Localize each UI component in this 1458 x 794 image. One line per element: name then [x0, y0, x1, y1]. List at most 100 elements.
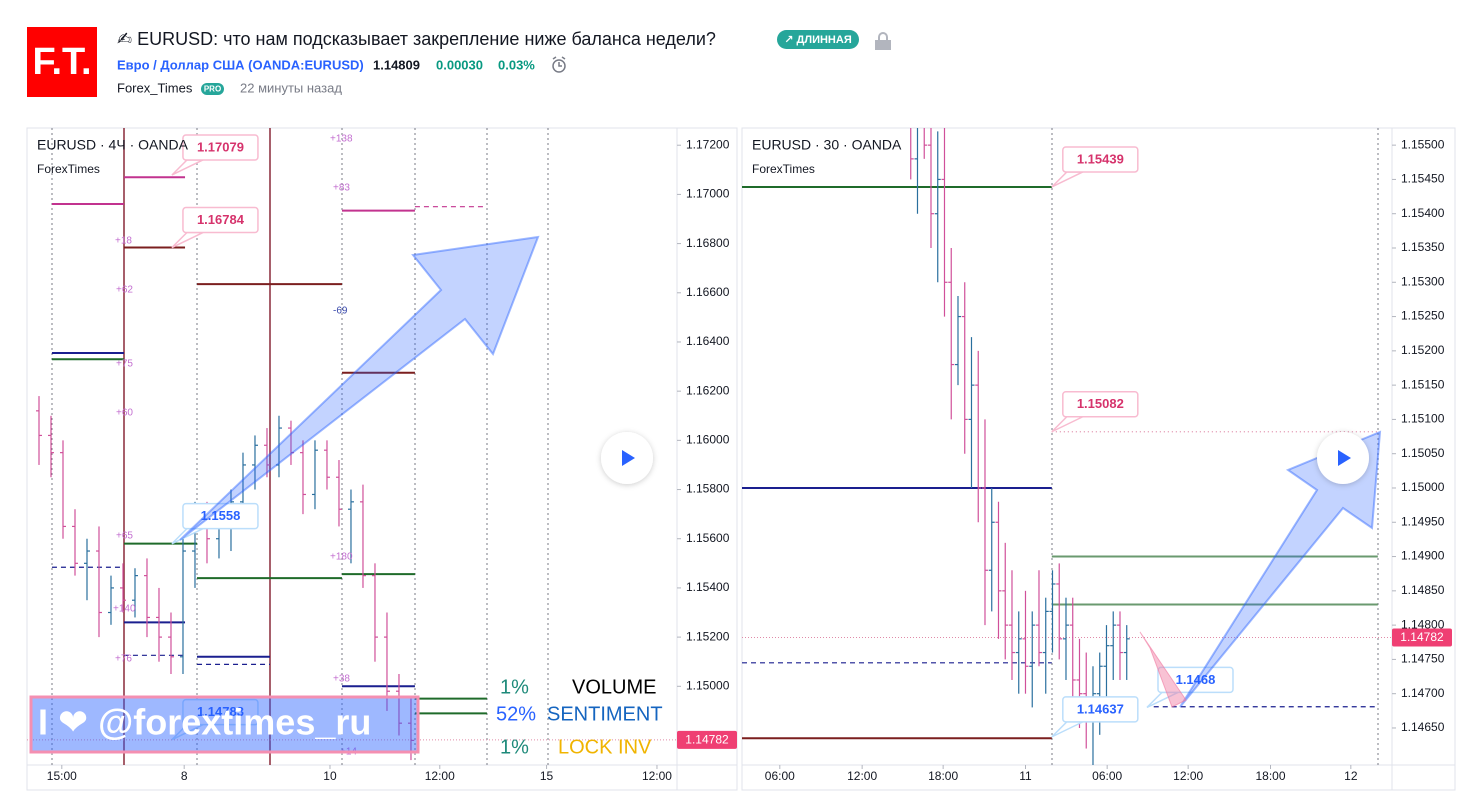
change: 0.00030 [436, 57, 483, 72]
y-tick-label: 1.14800 [1401, 617, 1445, 631]
y-tick-label: 1.15450 [1401, 172, 1445, 186]
y-tick-label: 1.16600 [686, 285, 730, 299]
lock-icon [875, 32, 891, 50]
price-label: 1.16784 [197, 212, 245, 227]
price-label: 1.15439 [1077, 151, 1124, 166]
logo-box[interactable] [27, 27, 97, 97]
y-tick-label: 1.15200 [686, 629, 730, 643]
y-tick-label: 1.14700 [1401, 686, 1445, 700]
last-price-tag [677, 730, 737, 749]
x-tick-label: 18:00 [928, 769, 958, 783]
x-tick-label: 12:00 [642, 769, 672, 783]
y-tick-label: 1.15800 [686, 482, 730, 496]
badge-bg [777, 30, 859, 49]
x-tick-label: 8 [181, 769, 188, 783]
chart-subtitle: ForexTimes [37, 162, 100, 176]
pro-badge-bg [201, 83, 224, 95]
level-note: +180 [330, 552, 353, 563]
chart-title: EURUSD · 4Ч · OANDA [37, 137, 189, 153]
level-note: +138 [330, 134, 353, 145]
last-price-label: 1.14782 [1400, 630, 1444, 644]
level-note: +83 [333, 183, 350, 194]
level-note: +76 [115, 654, 132, 665]
symbol-link[interactable]: Евро / Доллар США (OANDA:EURUSD) [117, 57, 364, 72]
price: 1.14809 [373, 57, 420, 72]
pro-badge: PRO [204, 85, 221, 94]
banner-bg [29, 695, 420, 754]
alert-icon[interactable] [552, 56, 566, 73]
price-label-box [1062, 391, 1139, 418]
stat-label: SENTIMENT [547, 703, 663, 725]
stat-label: VOLUME [572, 676, 656, 698]
y-tick-label: 1.15600 [686, 531, 730, 545]
y-tick-label: 1.15500 [1401, 137, 1445, 151]
y-tick-label: 1.15000 [686, 678, 730, 692]
x-tick-label: 10 [323, 769, 337, 783]
price-label: 1.17079 [197, 139, 244, 154]
time-ago: 22 минуты назад [240, 80, 342, 95]
last-price-label: 1.14782 [685, 733, 729, 747]
arrow-drawing [1179, 430, 1382, 708]
plot-area: 1.15439 1.15082 1.1468 1.14637 [742, 128, 1392, 765]
y-tick-label: 1.16400 [686, 334, 730, 348]
level-note: +38 [333, 674, 350, 685]
price-label: 1.14637 [1077, 701, 1124, 716]
y-tick-label: 1.16800 [686, 236, 730, 250]
y-tick-label: 1.15050 [1401, 446, 1445, 460]
price-label-box [1062, 696, 1139, 723]
y-tick-label: 1.15350 [1401, 240, 1445, 254]
banner: I ❤ @forextimes_ru [38, 702, 371, 743]
level-note: -69 [333, 306, 348, 317]
x-tick-label: 15:00 [47, 769, 77, 783]
last-price-tag [1392, 628, 1452, 647]
y-tick-label: 1.16200 [686, 383, 730, 397]
price-label: 1.1558 [201, 508, 241, 523]
plot-area: +138+83+18+62-69+75+60+65+180+140+76+38+… [27, 128, 677, 765]
y-tick-label: 1.15000 [1401, 480, 1445, 494]
y-tick-label: 1.15400 [686, 580, 730, 594]
y-tick-label: 1.14950 [1401, 514, 1445, 528]
x-tick-label: 11 [1019, 769, 1032, 783]
y-tick-label: 1.15400 [1401, 206, 1445, 220]
price-label: 1.1468 [1176, 672, 1216, 687]
y-tick-label: 1.14850 [1401, 583, 1445, 597]
level-note: +62 [116, 285, 133, 296]
x-tick-label: 18:00 [1255, 769, 1285, 783]
y-tick-label: 1.14750 [1401, 652, 1445, 666]
y-tick-label: 1.15300 [1401, 274, 1445, 288]
level-note: +140 [113, 604, 136, 615]
x-tick-label: 12:00 [847, 769, 877, 783]
y-tick-label: 1.17200 [686, 137, 730, 151]
logo[interactable]: F.T. [32, 41, 91, 83]
y-tick-label: 1.15100 [1401, 412, 1445, 426]
y-tick-label: 1.14650 [1401, 720, 1445, 734]
x-tick-label: 15 [540, 769, 554, 783]
x-tick-label: 12:00 [1173, 769, 1203, 783]
change-pct: 0.03% [498, 57, 535, 72]
author[interactable]: Forex_Times [117, 80, 193, 95]
price-label-box [182, 502, 259, 530]
chart-title: EURUSD · 30 · OANDA [752, 137, 902, 153]
price-label: 1.14783 [197, 704, 244, 719]
play-button[interactable] [601, 432, 653, 484]
y-tick-label: 1.14900 [1401, 549, 1445, 563]
y-tick-label: 1.17000 [686, 187, 730, 201]
price-label-box [182, 134, 259, 161]
idea-title: ✍ EURUSD: что нам подсказывает закреплен… [117, 29, 716, 49]
play-button[interactable] [1317, 432, 1369, 484]
stat-value: 52% [496, 703, 536, 725]
y-tick-label: 1.15150 [1401, 377, 1445, 391]
chart-subtitle: ForexTimes [752, 162, 815, 176]
stat-value: 1% [500, 736, 529, 758]
x-tick-label: 12 [1344, 769, 1358, 783]
level-note: +18 [115, 236, 132, 247]
price-label-box [1062, 146, 1139, 173]
y-tick-label: 1.16000 [686, 433, 730, 447]
arrow-drawing [1139, 631, 1187, 708]
price-label-box [182, 206, 259, 234]
level-note: +75 [116, 359, 133, 370]
charts: +138+83+18+62-69+75+60+65+180+140+76+38+… [26, 127, 1456, 791]
price-label: 1.15082 [1077, 396, 1124, 411]
x-tick-label: 06:00 [1092, 769, 1122, 783]
